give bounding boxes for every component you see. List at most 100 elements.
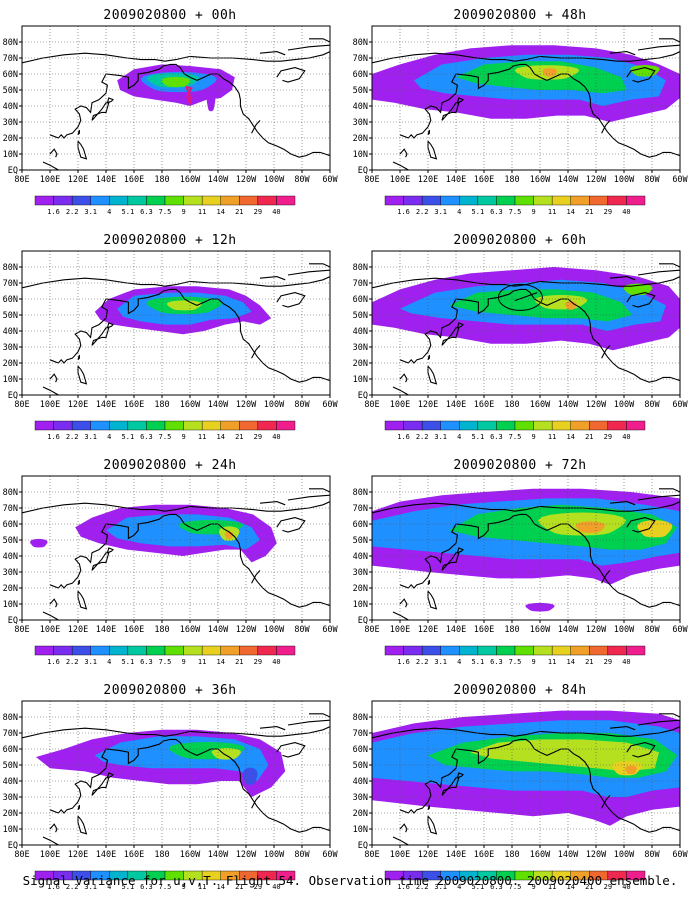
coastline [77,815,88,835]
colorbar-swatch [607,195,627,206]
colorbar-label: 7.5 [159,883,172,891]
lat-tick-label: 70N [353,729,368,739]
lat-tick-label: 50N [3,86,18,96]
colorbar-swatch [440,645,460,656]
coastline [22,276,330,289]
lat-tick-label: 30N [3,118,18,128]
lon-tick-label: 160E [124,175,144,185]
lon-tick-label: 180 [504,175,519,185]
lat-tick-label: EQ [8,391,18,401]
colorbar-label: 11 [198,883,206,891]
coastline [609,726,636,731]
lat-tick-label: 40N [3,777,18,787]
colorbar-swatch [276,645,296,656]
coastline [372,726,680,739]
colorbar-swatch [421,195,441,206]
lon-tick-label: 140E [446,175,466,185]
colorbar-swatch [127,195,147,206]
colorbar-label: 2.2 [416,658,429,666]
lon-tick-label: 160W [530,625,551,635]
colorbar-label: 40 [622,883,630,891]
colorbar-label: 7.5 [509,883,522,891]
colorbar-label: 9 [531,883,535,891]
lon-tick-label: 80W [294,625,310,635]
colorbar-label: 21 [585,208,593,216]
lon-tick-label: 120E [68,175,88,185]
lon-tick-label: 120E [418,175,438,185]
lat-tick-label: 20N [353,809,368,819]
coastline [427,354,430,361]
lat-tick-label: 80N [3,263,18,273]
colorbar-label: 4 [107,883,111,891]
colorbar-label: 3.1 [434,883,447,891]
shaded-region [637,520,673,538]
shaded-region [30,538,48,548]
coastline [637,494,680,501]
coastline [276,517,306,533]
colorbar-label: 9 [531,208,535,216]
lat-tick-label: 40N [353,552,368,562]
coastline [77,354,80,361]
lon-tick-label: 100E [390,625,410,635]
coastline [77,590,88,610]
colorbar-label: 29 [604,883,612,891]
colorbar-label: 4 [457,208,461,216]
coastline [49,63,330,158]
lat-tick-label: 60N [3,295,18,305]
coastline [392,836,410,845]
lat-tick-label: EQ [358,166,368,176]
coastline [399,63,680,158]
shaded-region [242,767,258,785]
colorbar-label: 3.1 [84,883,97,891]
colorbar-label: 14 [216,208,224,216]
colorbar-swatch [109,195,129,206]
coastline [399,148,408,158]
lon-tick-label: 120E [418,625,438,635]
colorbar-label: 2.2 [66,658,79,666]
colorbar-label: 14 [566,208,574,216]
coastline [287,44,330,51]
colorbar-label: 4 [107,658,111,666]
lon-tick-label: 60W [672,850,688,860]
colorbar-label: 7.5 [509,208,522,216]
coastline [626,67,656,83]
colorbar-label: 2.2 [66,883,79,891]
lon-tick-label: 80E [364,175,379,185]
panel-title: 2009020800 + 36h [103,683,237,698]
lon-tick-label: 60W [672,625,688,635]
coastline [259,276,286,281]
colorbar-swatch [403,645,423,656]
lat-tick-label: 10N [353,600,368,610]
lon-tick-label: 80W [294,175,310,185]
lon-tick-label: 100W [264,625,285,635]
coastline [309,713,330,718]
lon-tick-label: 140E [96,625,116,635]
colorbar-label: 3.1 [434,433,447,441]
colorbar-swatch [201,420,221,431]
colorbar-label: 14 [216,658,224,666]
lat-tick-label: 10N [3,825,18,835]
lat-tick-label: 30N [353,568,368,578]
colorbar-label: 7.5 [159,658,172,666]
colorbar-swatch [53,645,73,656]
colorbar-label: 40 [272,658,280,666]
shaded-region [470,739,659,772]
colorbar-swatch [477,420,497,431]
lon-tick-label: 80E [14,625,29,635]
lat-tick-label: 40N [353,327,368,337]
coastline [392,161,410,170]
coastline [106,97,114,104]
colorbar-label: 1.6 [397,883,410,891]
coastline [626,292,656,308]
lat-tick-label: 10N [353,150,368,160]
colorbar-swatch [626,420,646,431]
colorbar-label: 40 [272,208,280,216]
coastline [287,269,330,276]
lon-tick-label: 140W [208,400,229,410]
coastline [456,322,464,329]
